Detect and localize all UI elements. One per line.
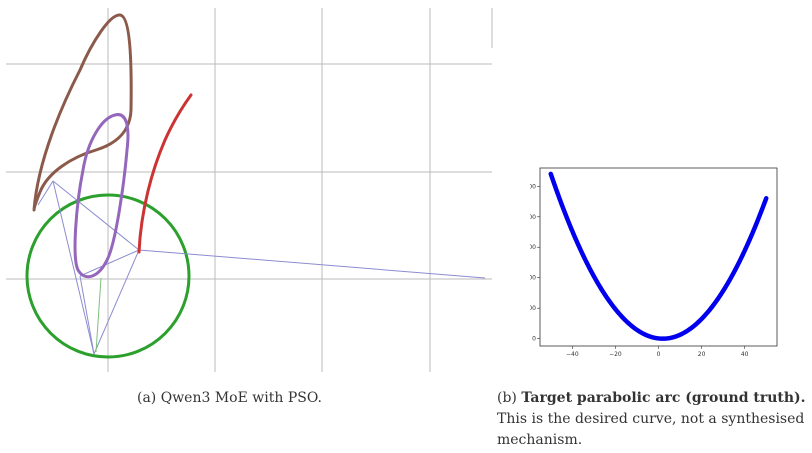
caption-b: (b) Target parabolic arc (ground truth).… (497, 388, 809, 451)
purple-coupler-curve (73, 113, 130, 279)
y-tick-label-2500: 2500 (530, 183, 536, 190)
caption-b-bold: Target parabolic arc (ground truth). (521, 390, 806, 406)
linkage-bars (37, 180, 486, 355)
grid-lines (6, 8, 493, 372)
x-tick-label--40: −40 (566, 351, 579, 358)
y-tick-label-1500: 1500 (530, 244, 536, 251)
brown-coupler-curve (32, 13, 133, 212)
green-link (95, 277, 102, 353)
red-coupler-curve (137, 93, 193, 254)
green-circle (25, 193, 191, 359)
caption-b-rest: This is the desired curve, not a synthes… (497, 411, 805, 448)
y-tick-label-0: 0 (532, 336, 536, 343)
x-tick-label-0: 0 (657, 351, 661, 358)
x-tick-label-40: 40 (741, 351, 749, 358)
caption-a: (a) Qwen3 MoE with PSO. (137, 390, 322, 406)
target-parabola-chart: 0 500 1000 1500 2000 2500 −40 −20 0 20 40 (530, 167, 778, 358)
x-tick-label--20: −20 (609, 351, 622, 358)
y-tick-label-2000: 2000 (530, 214, 536, 221)
mechanism-plot (6, 8, 493, 372)
parabola-series (548, 171, 769, 341)
y-tick-label-500: 500 (530, 305, 536, 312)
y-tick-label-1000: 1000 (530, 275, 536, 282)
x-tick-label-20: 20 (698, 351, 706, 358)
caption-b-label: (b) (497, 390, 517, 406)
